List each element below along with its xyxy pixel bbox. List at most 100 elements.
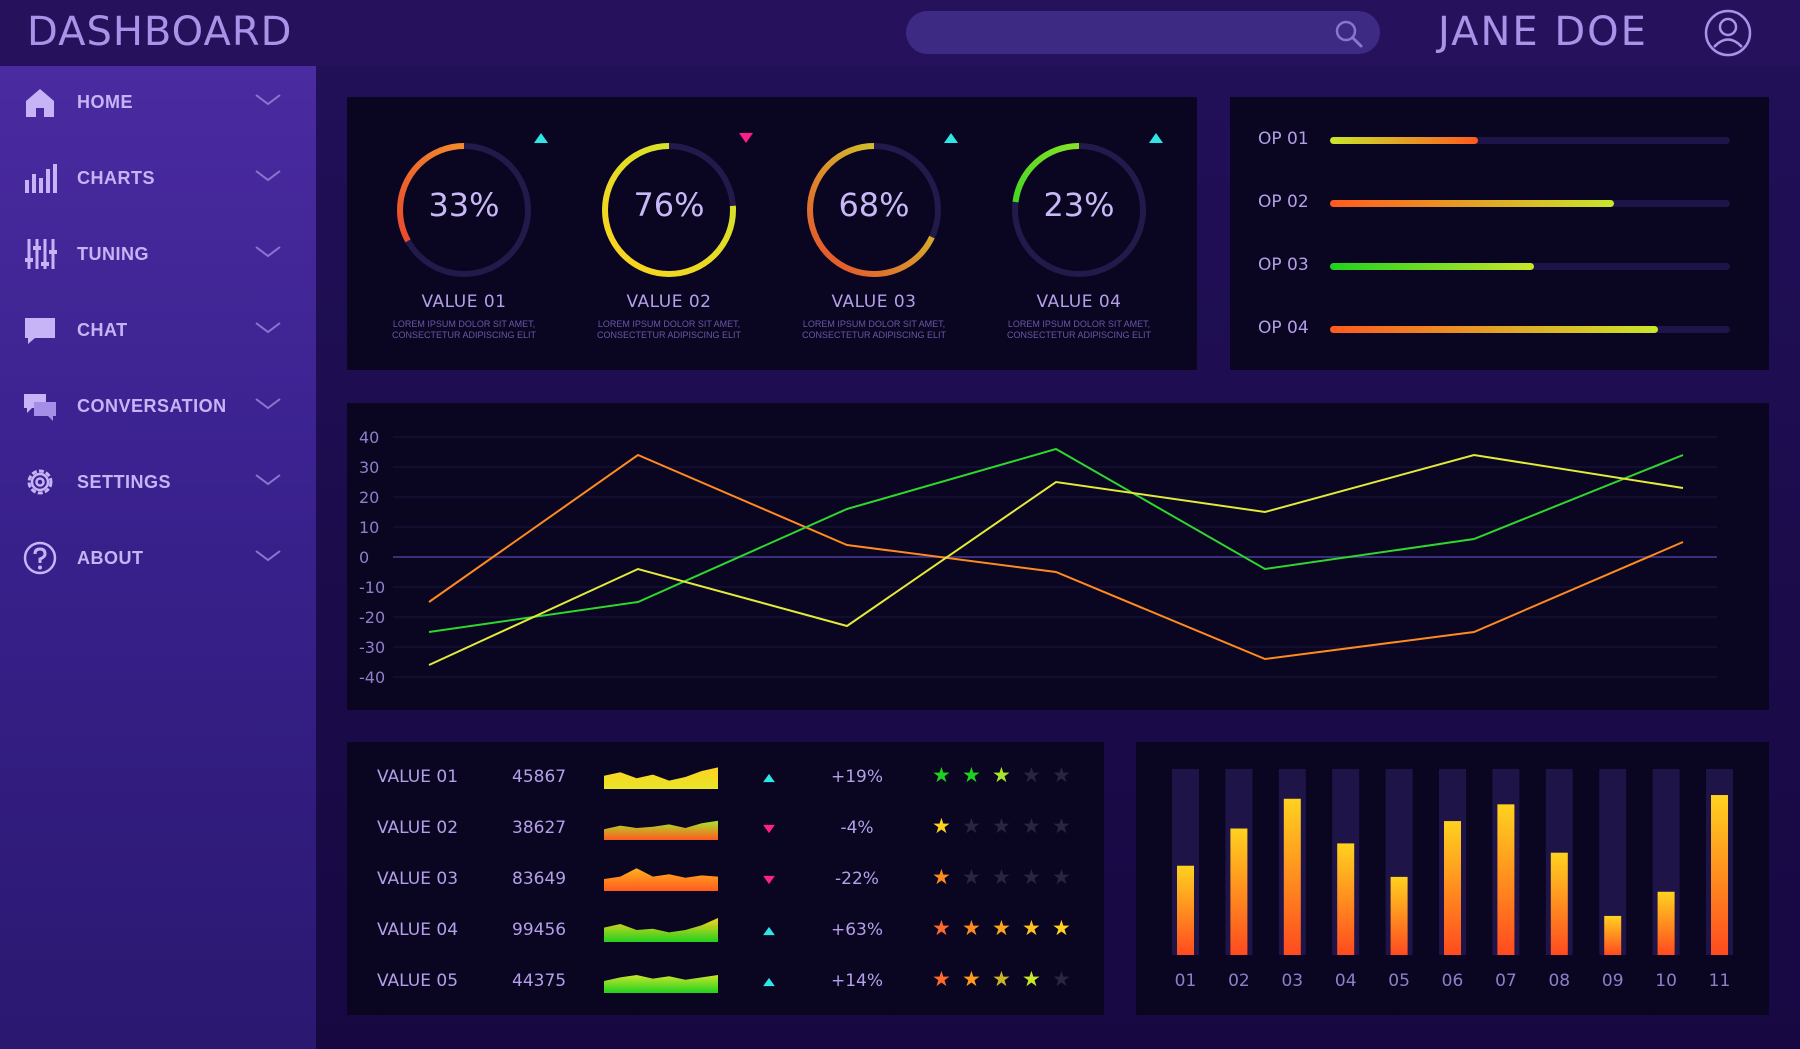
gauge-description-line: CONSECTETUR ADIPISCING ELIT <box>801 330 947 340</box>
op-label: OP 04 <box>1258 318 1309 338</box>
star-icon: ★ <box>932 968 951 991</box>
star-icon: ★ <box>1052 917 1071 940</box>
table-row: VALUE 02 38627 -4% ★ ★ ★ ★ ★ <box>376 814 1096 844</box>
sidebar-item-tuning[interactable]: TUNING <box>0 224 316 284</box>
gauges-panel <box>347 97 1197 370</box>
y-tick-label: 40 <box>359 428 379 447</box>
star-icon: ★ <box>1022 866 1041 889</box>
gauge-percent: 23% <box>1043 186 1115 224</box>
gauge-description: LOREM IPSUM DOLOR SIT AMET, CONSECTETUR A… <box>769 319 979 341</box>
search-icon[interactable] <box>1334 19 1364 49</box>
sidebar-item-conversation[interactable]: CONVERSATION <box>0 376 316 436</box>
star-icon: ★ <box>992 866 1011 889</box>
row-change: -4% <box>840 818 874 838</box>
sidebar-item-settings[interactable]: SETTINGS <box>0 452 316 512</box>
chevron-down-icon[interactable] <box>254 92 282 108</box>
op-progress-track <box>1330 200 1730 207</box>
op-row: OP 02 <box>1258 192 1738 212</box>
gauge-4: 23% VALUE 04 LOREM IPSUM DOLOR SIT AMET, CO… <box>1004 133 1163 340</box>
gauge-percent: 33% <box>428 186 500 224</box>
op-progress-track <box>1330 326 1730 333</box>
sidebar-item-label: ABOUT <box>77 548 144 568</box>
sidebar-item-home[interactable]: HOME <box>0 72 316 132</box>
triangle-up-icon <box>944 133 958 143</box>
x-tick-label: 05 <box>1388 971 1410 991</box>
triangle-down-icon <box>739 133 753 143</box>
star-icon: ★ <box>962 968 981 991</box>
op-label: OP 03 <box>1258 255 1309 275</box>
x-tick-label: 08 <box>1548 971 1570 991</box>
line-chart: 40 30 20 10 0 -10 -20 -30 -40 <box>359 428 1717 687</box>
star-icon: ★ <box>1052 866 1071 889</box>
chevron-down-icon[interactable] <box>254 396 282 412</box>
op-label: OP 02 <box>1258 192 1309 212</box>
star-icon: ★ <box>1052 968 1071 991</box>
star-icon: ★ <box>1022 917 1041 940</box>
sliders-icon <box>25 239 57 269</box>
sparkline <box>604 975 718 993</box>
avatar-icon[interactable] <box>1703 8 1753 58</box>
chevron-down-icon[interactable] <box>254 244 282 260</box>
sidebar-item-label: CHARTS <box>77 168 155 188</box>
bar <box>1177 865 1194 955</box>
gauge-description: LOREM IPSUM DOLOR SIT AMET, CONSECTETUR A… <box>359 319 569 341</box>
home-icon <box>26 89 54 117</box>
chevron-down-icon[interactable] <box>254 548 282 564</box>
sidebar-item-label: HOME <box>77 92 133 112</box>
star-icon: ★ <box>992 815 1011 838</box>
star-icon: ★ <box>962 917 981 940</box>
sidebar-item-label: SETTINGS <box>77 472 172 492</box>
triangle-up-icon <box>763 926 775 936</box>
search-input[interactable] <box>906 11 1380 54</box>
values-table-panel <box>347 742 1104 1015</box>
chevron-down-icon[interactable] <box>254 472 282 488</box>
x-tick-label: 07 <box>1495 971 1517 991</box>
x-tick-label: 06 <box>1442 971 1464 991</box>
op-row: OP 04 <box>1258 318 1738 338</box>
y-tick-label: -10 <box>359 578 385 597</box>
row-change: +19% <box>830 767 884 787</box>
bar <box>1497 804 1515 955</box>
row-change: -22% <box>835 869 879 889</box>
gauge-label: VALUE 04 <box>1036 292 1122 312</box>
gauge-description-line: LOREM IPSUM DOLOR SIT AMET, <box>1007 319 1151 329</box>
gauge-description: LOREM IPSUM DOLOR SIT AMET, CONSECTETUR A… <box>974 319 1184 341</box>
gauge-description-line: CONSECTETUR ADIPISCING ELIT <box>1006 330 1152 340</box>
star-rating: ★ ★ ★ ★ ★ <box>932 969 1082 991</box>
bar <box>1711 795 1728 955</box>
gauge-percent: 68% <box>838 186 910 224</box>
gauge-percent: 76% <box>633 186 705 224</box>
x-tick-label: 03 <box>1281 971 1303 991</box>
op-progress-fill <box>1330 137 1478 144</box>
sidebar-item-charts[interactable]: CHARTS <box>0 148 316 208</box>
chevron-down-icon[interactable] <box>254 168 282 184</box>
star-icon: ★ <box>1052 764 1071 787</box>
gauge-1: 33% VALUE 01 LOREM IPSUM DOLOR SIT AMET, CO… <box>389 133 548 340</box>
bar-chart-panel: 01 02 03 04 05 06 07 08 09 10 11 <box>1136 742 1769 1015</box>
sidebar-item-chat[interactable]: CHAT <box>0 300 316 360</box>
y-tick-label: 30 <box>359 458 379 477</box>
bar <box>1444 821 1461 955</box>
sidebar-item-label: TUNING <box>77 244 149 264</box>
row-number: 45867 <box>512 767 567 787</box>
op-label: OP 01 <box>1258 129 1309 149</box>
chat-icon <box>25 318 55 344</box>
op-progress-track <box>1330 263 1730 270</box>
y-tick-label: -30 <box>359 638 385 657</box>
user-name[interactable]: JANE DOE <box>1438 9 1648 55</box>
gauge-ring <box>1012 143 1146 277</box>
star-icon: ★ <box>1052 815 1071 838</box>
y-tick-label: 0 <box>359 548 369 567</box>
star-icon: ★ <box>932 815 951 838</box>
op-row: OP 01 <box>1258 129 1738 149</box>
star-icon: ★ <box>932 764 951 787</box>
row-label: VALUE 05 <box>377 971 459 991</box>
sidebar-item-about[interactable]: ABOUT <box>0 528 316 588</box>
gauge-ring <box>397 143 531 277</box>
gauge-label: VALUE 03 <box>831 292 917 312</box>
triangle-up-icon <box>763 773 775 783</box>
row-label: VALUE 04 <box>377 920 459 940</box>
gauge-ring <box>807 143 941 277</box>
star-icon: ★ <box>962 866 981 889</box>
chevron-down-icon[interactable] <box>254 320 282 336</box>
